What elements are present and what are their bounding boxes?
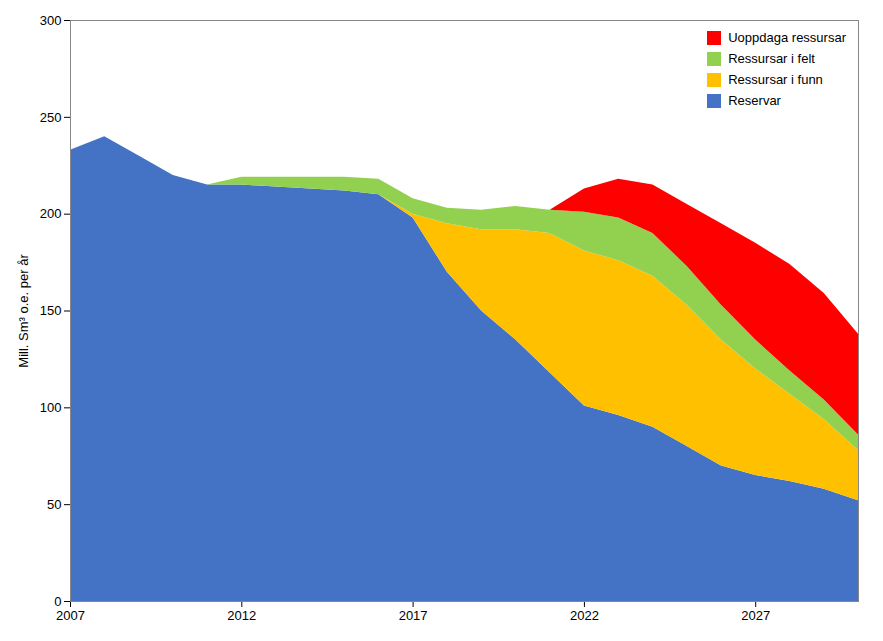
html-text:Ressursar i funn: Ressursar i funn [728, 72, 823, 87]
svg-text:150: 150 [40, 303, 62, 318]
svg-text:250: 250 [40, 109, 62, 124]
svg-text:2017: 2017 [399, 608, 428, 623]
svg-text:50: 50 [47, 497, 61, 512]
html-text:Ressursar i felt: Ressursar i felt [728, 51, 815, 66]
html-text:Uoppdaga ressursar: Uoppdaga ressursar [728, 30, 846, 45]
svg-text:Mill. Sm³ o.e. per år: Mill. Sm³ o.e. per år [16, 254, 31, 368]
svg-text:100: 100 [40, 400, 62, 415]
svg-text:300: 300 [40, 13, 62, 28]
html-text:Reservar: Reservar [728, 93, 781, 108]
svg-text:2022: 2022 [570, 608, 599, 623]
svg-text:200: 200 [40, 206, 62, 221]
svg-text:2027: 2027 [741, 608, 770, 623]
svg-text:2012: 2012 [227, 608, 256, 623]
svg-text:2007: 2007 [56, 608, 85, 623]
svg-text:0: 0 [54, 594, 61, 609]
